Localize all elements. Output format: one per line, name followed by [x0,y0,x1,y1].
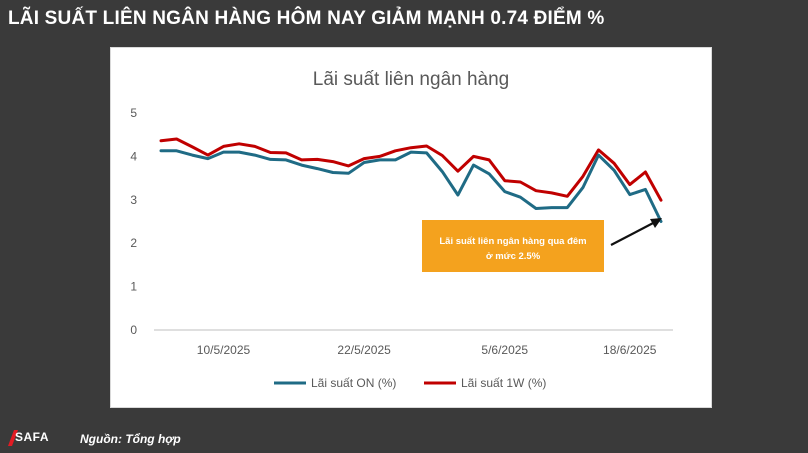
logo-text: SAFA [15,430,50,444]
series-lines [159,137,663,223]
legend-label: Lãi suất ON (%) [311,376,396,390]
annotation-arrowhead [650,218,662,228]
annotation-text-line2: ở mức 2.5% [486,251,541,262]
y-axis-ticks: 0 1 2 3 4 5 [130,106,137,337]
y-tick-label: 1 [130,280,137,294]
series-line [159,137,663,202]
chart-title: Lãi suất liên ngân hàng [313,69,510,90]
series-line [159,149,663,223]
logo-mark [8,430,18,446]
annotation-box [422,220,604,272]
y-tick-label: 0 [130,323,137,337]
x-axis-ticks: 10/5/2025 22/5/2025 5/6/2025 18/6/2025 [197,343,657,357]
y-tick-label: 2 [130,236,137,250]
annotation: Lãi suất liên ngân hàng qua đêm ở mức 2.… [422,218,662,272]
annotation-arrow-line [610,220,658,246]
line-chart: Lãi suất liên ngân hàng 0 1 2 3 4 5 10/5/2025… [130,69,673,390]
source-note: Nguồn: Tổng hợp [80,432,181,446]
x-tick-label: 5/6/2025 [481,343,528,357]
safa-logo [6,428,66,448]
y-tick-label: 5 [130,106,137,120]
legend-label: Lãi suất 1W (%) [461,376,546,390]
x-tick-label: 18/6/2025 [603,343,657,357]
x-tick-label: 22/5/2025 [337,343,391,357]
chart-legend: Lãi suất ON (%) Lãi suất 1W (%) [274,376,546,390]
x-tick-label: 10/5/2025 [197,343,251,357]
page-headline: LÃI SUẤT LIÊN NGÂN HÀNG HÔM NAY GIẢM MẠN… [8,8,605,29]
chart-card: Lãi suất liên ngân hàng 0 1 2 3 4 5 10/5/2025… [110,47,712,408]
y-tick-label: 3 [130,193,137,207]
y-tick-label: 4 [130,149,137,163]
annotation-text-line1: Lãi suất liên ngân hàng qua đêm [439,236,586,247]
